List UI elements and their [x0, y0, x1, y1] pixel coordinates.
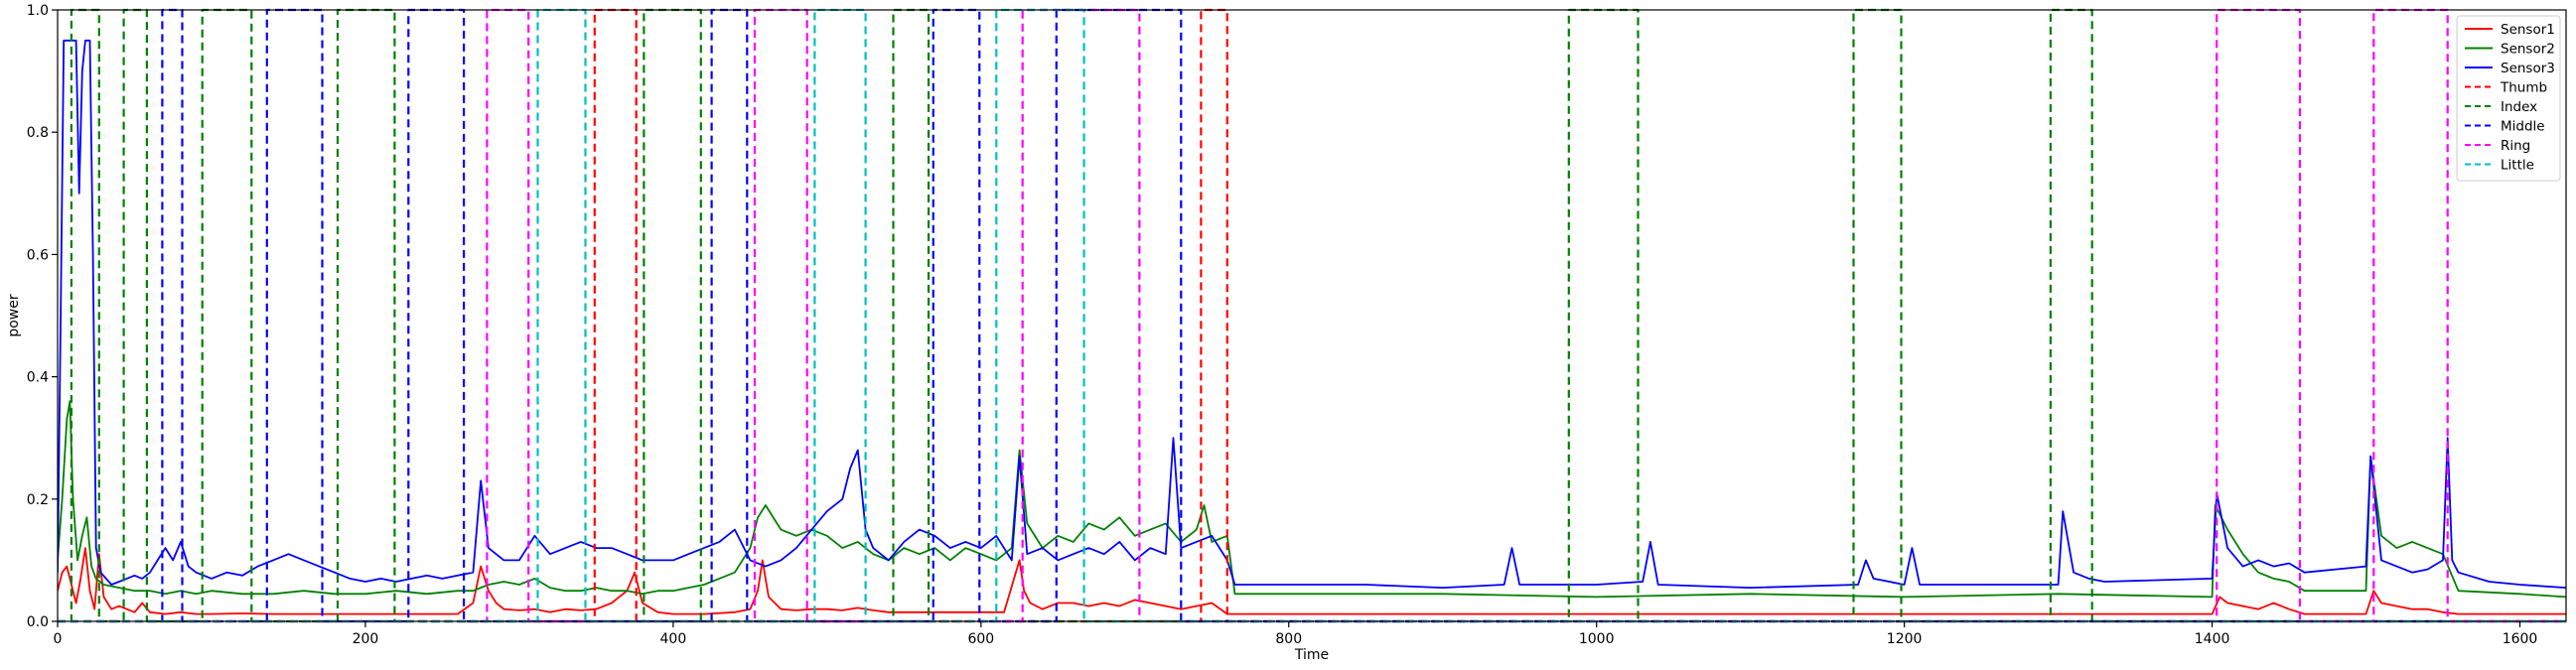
y-tick-label: 0.8	[27, 125, 49, 141]
x-axis-label: Time	[1294, 647, 1329, 663]
legend-item-sensor1: Sensor1	[2465, 22, 2555, 38]
x-tick-label: 1600	[2503, 631, 2538, 647]
legend-label: Index	[2501, 99, 2537, 115]
x-tick-label: 800	[1275, 631, 1302, 647]
legend: Sensor1 Sensor2 Sensor3 Thumb Index Middle Rin…	[2456, 15, 2561, 182]
legend-label: Sensor3	[2501, 61, 2555, 76]
series-sensor3-line	[58, 39, 2566, 589]
x-tick-label: 200	[353, 631, 379, 647]
y-tick-label: 0.6	[27, 247, 49, 263]
legend-item-middle: Middle	[2465, 119, 2545, 135]
legend-item-ring: Ring	[2465, 138, 2530, 154]
x-tick-label: 0	[54, 631, 63, 647]
x-tick-label: 600	[967, 631, 994, 647]
legend-item-little: Little	[2465, 158, 2534, 174]
legend-label: Ring	[2501, 138, 2530, 154]
y-tick-label: 0.2	[27, 492, 49, 508]
ticks: 0 200 400 600 800 1000 1200 1400 1600 0.0 0.2 0.4 0.…	[27, 3, 2538, 647]
axes-frame	[57, 9, 2567, 622]
legend-label: Sensor1	[2501, 22, 2555, 38]
legend-label: Thumb	[2500, 80, 2547, 96]
y-tick-label: 0.0	[27, 614, 49, 630]
legend-item-sensor3: Sensor3	[2465, 61, 2555, 76]
x-tick-label: 1200	[1887, 631, 1923, 647]
legend-label: Middle	[2501, 119, 2545, 135]
series-sensor1-line	[58, 547, 2566, 615]
legend-label: Sensor2	[2501, 42, 2555, 58]
x-tick-label: 400	[660, 631, 687, 647]
x-tick-label: 1400	[2195, 631, 2230, 647]
y-tick-label: 1.0	[27, 3, 49, 19]
y-axis-label: power	[6, 294, 22, 337]
legend-item-thumb: Thumb	[2465, 80, 2547, 96]
legend-item-sensor2: Sensor2	[2465, 42, 2555, 58]
y-tick-label: 0.4	[27, 370, 49, 386]
legend-box	[2456, 15, 2561, 182]
series-sensor2-line	[58, 400, 2566, 599]
x-tick-label: 1000	[1579, 631, 1615, 647]
legend-item-index: Index	[2465, 99, 2537, 115]
axes	[57, 9, 2567, 622]
legend-label: Little	[2501, 158, 2534, 174]
